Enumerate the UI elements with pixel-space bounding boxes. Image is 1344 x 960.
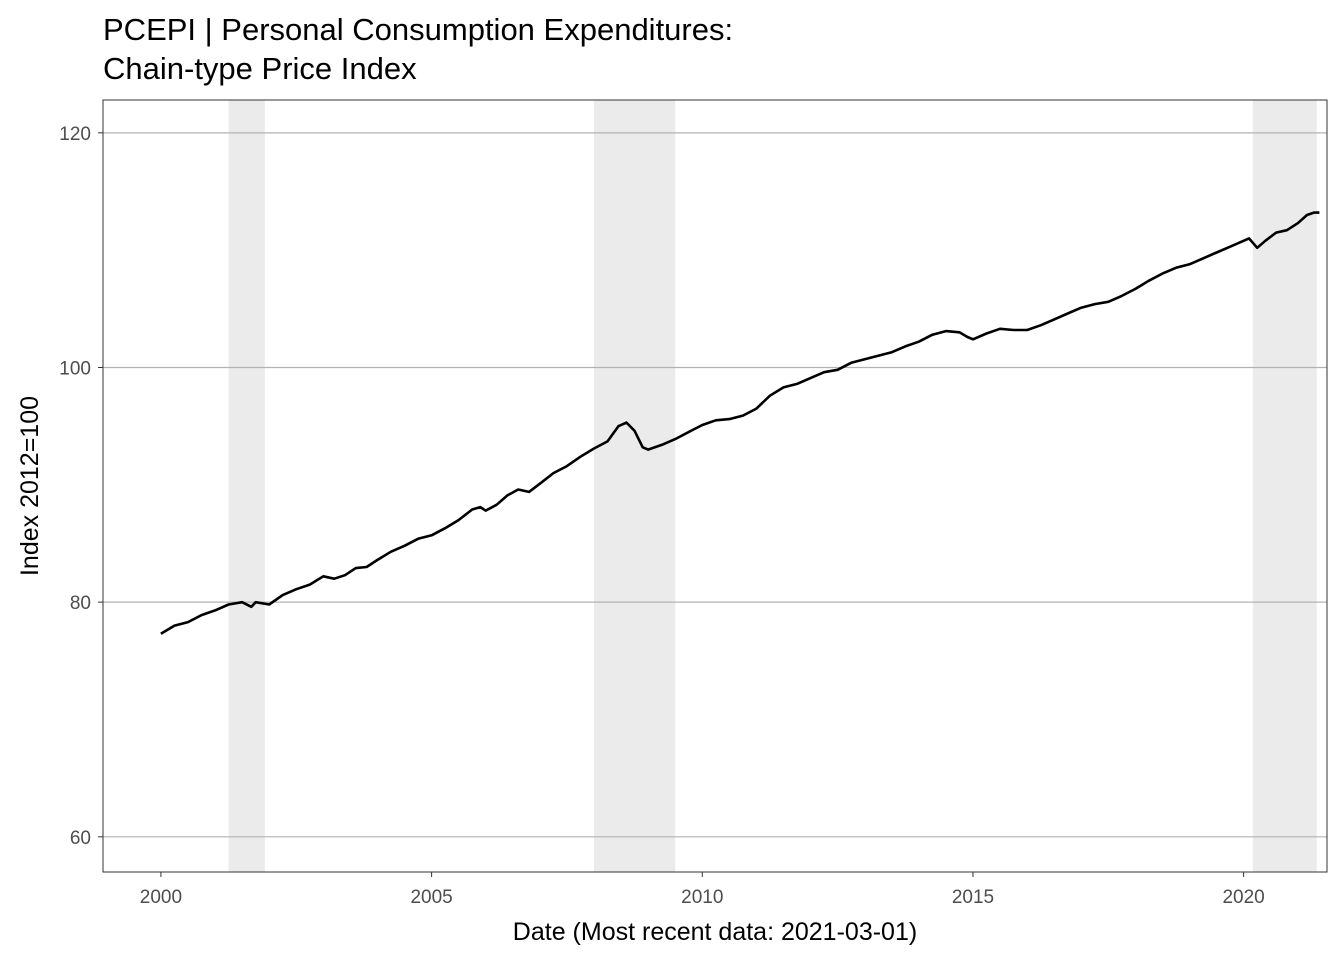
y-tick-label-60: 60 bbox=[70, 828, 91, 849]
x-tick-label-2010: 2010 bbox=[681, 887, 723, 908]
recession-band-1 bbox=[228, 100, 265, 872]
plot-panel-border bbox=[102, 99, 1328, 873]
recession-band-3 bbox=[1252, 100, 1317, 872]
recession-bands bbox=[228, 100, 1317, 872]
y-tick-label-80: 80 bbox=[70, 593, 91, 614]
x-tick-label-2020: 2020 bbox=[1222, 887, 1264, 908]
y-axis-title: Index 2012=100 bbox=[16, 396, 44, 576]
recession-band-2 bbox=[594, 100, 676, 872]
x-axis-title: Date (Most recent data: 2021-03-01) bbox=[513, 918, 917, 946]
chart-title: PCEPI | Personal Consumption Expenditure… bbox=[103, 12, 734, 47]
x-tick-label-2000: 2000 bbox=[140, 887, 182, 908]
x-tick-label-2015: 2015 bbox=[952, 887, 994, 908]
gridlines bbox=[103, 132, 1327, 838]
chart-title-block: PCEPI | Personal Consumption Expenditure… bbox=[103, 10, 733, 88]
x-tick-label-2005: 2005 bbox=[410, 887, 452, 908]
y-axis: 60 80 100 120 bbox=[59, 124, 103, 849]
series-layer bbox=[160, 211, 1320, 635]
series-line-1 bbox=[160, 211, 1320, 635]
y-tick-label-100: 100 bbox=[59, 359, 91, 380]
chart-subtitle: Chain-type Price Index bbox=[103, 51, 417, 86]
y-tick-label-120: 120 bbox=[59, 124, 91, 145]
x-axis: 2000 2005 2010 2015 2020 bbox=[140, 872, 1265, 908]
